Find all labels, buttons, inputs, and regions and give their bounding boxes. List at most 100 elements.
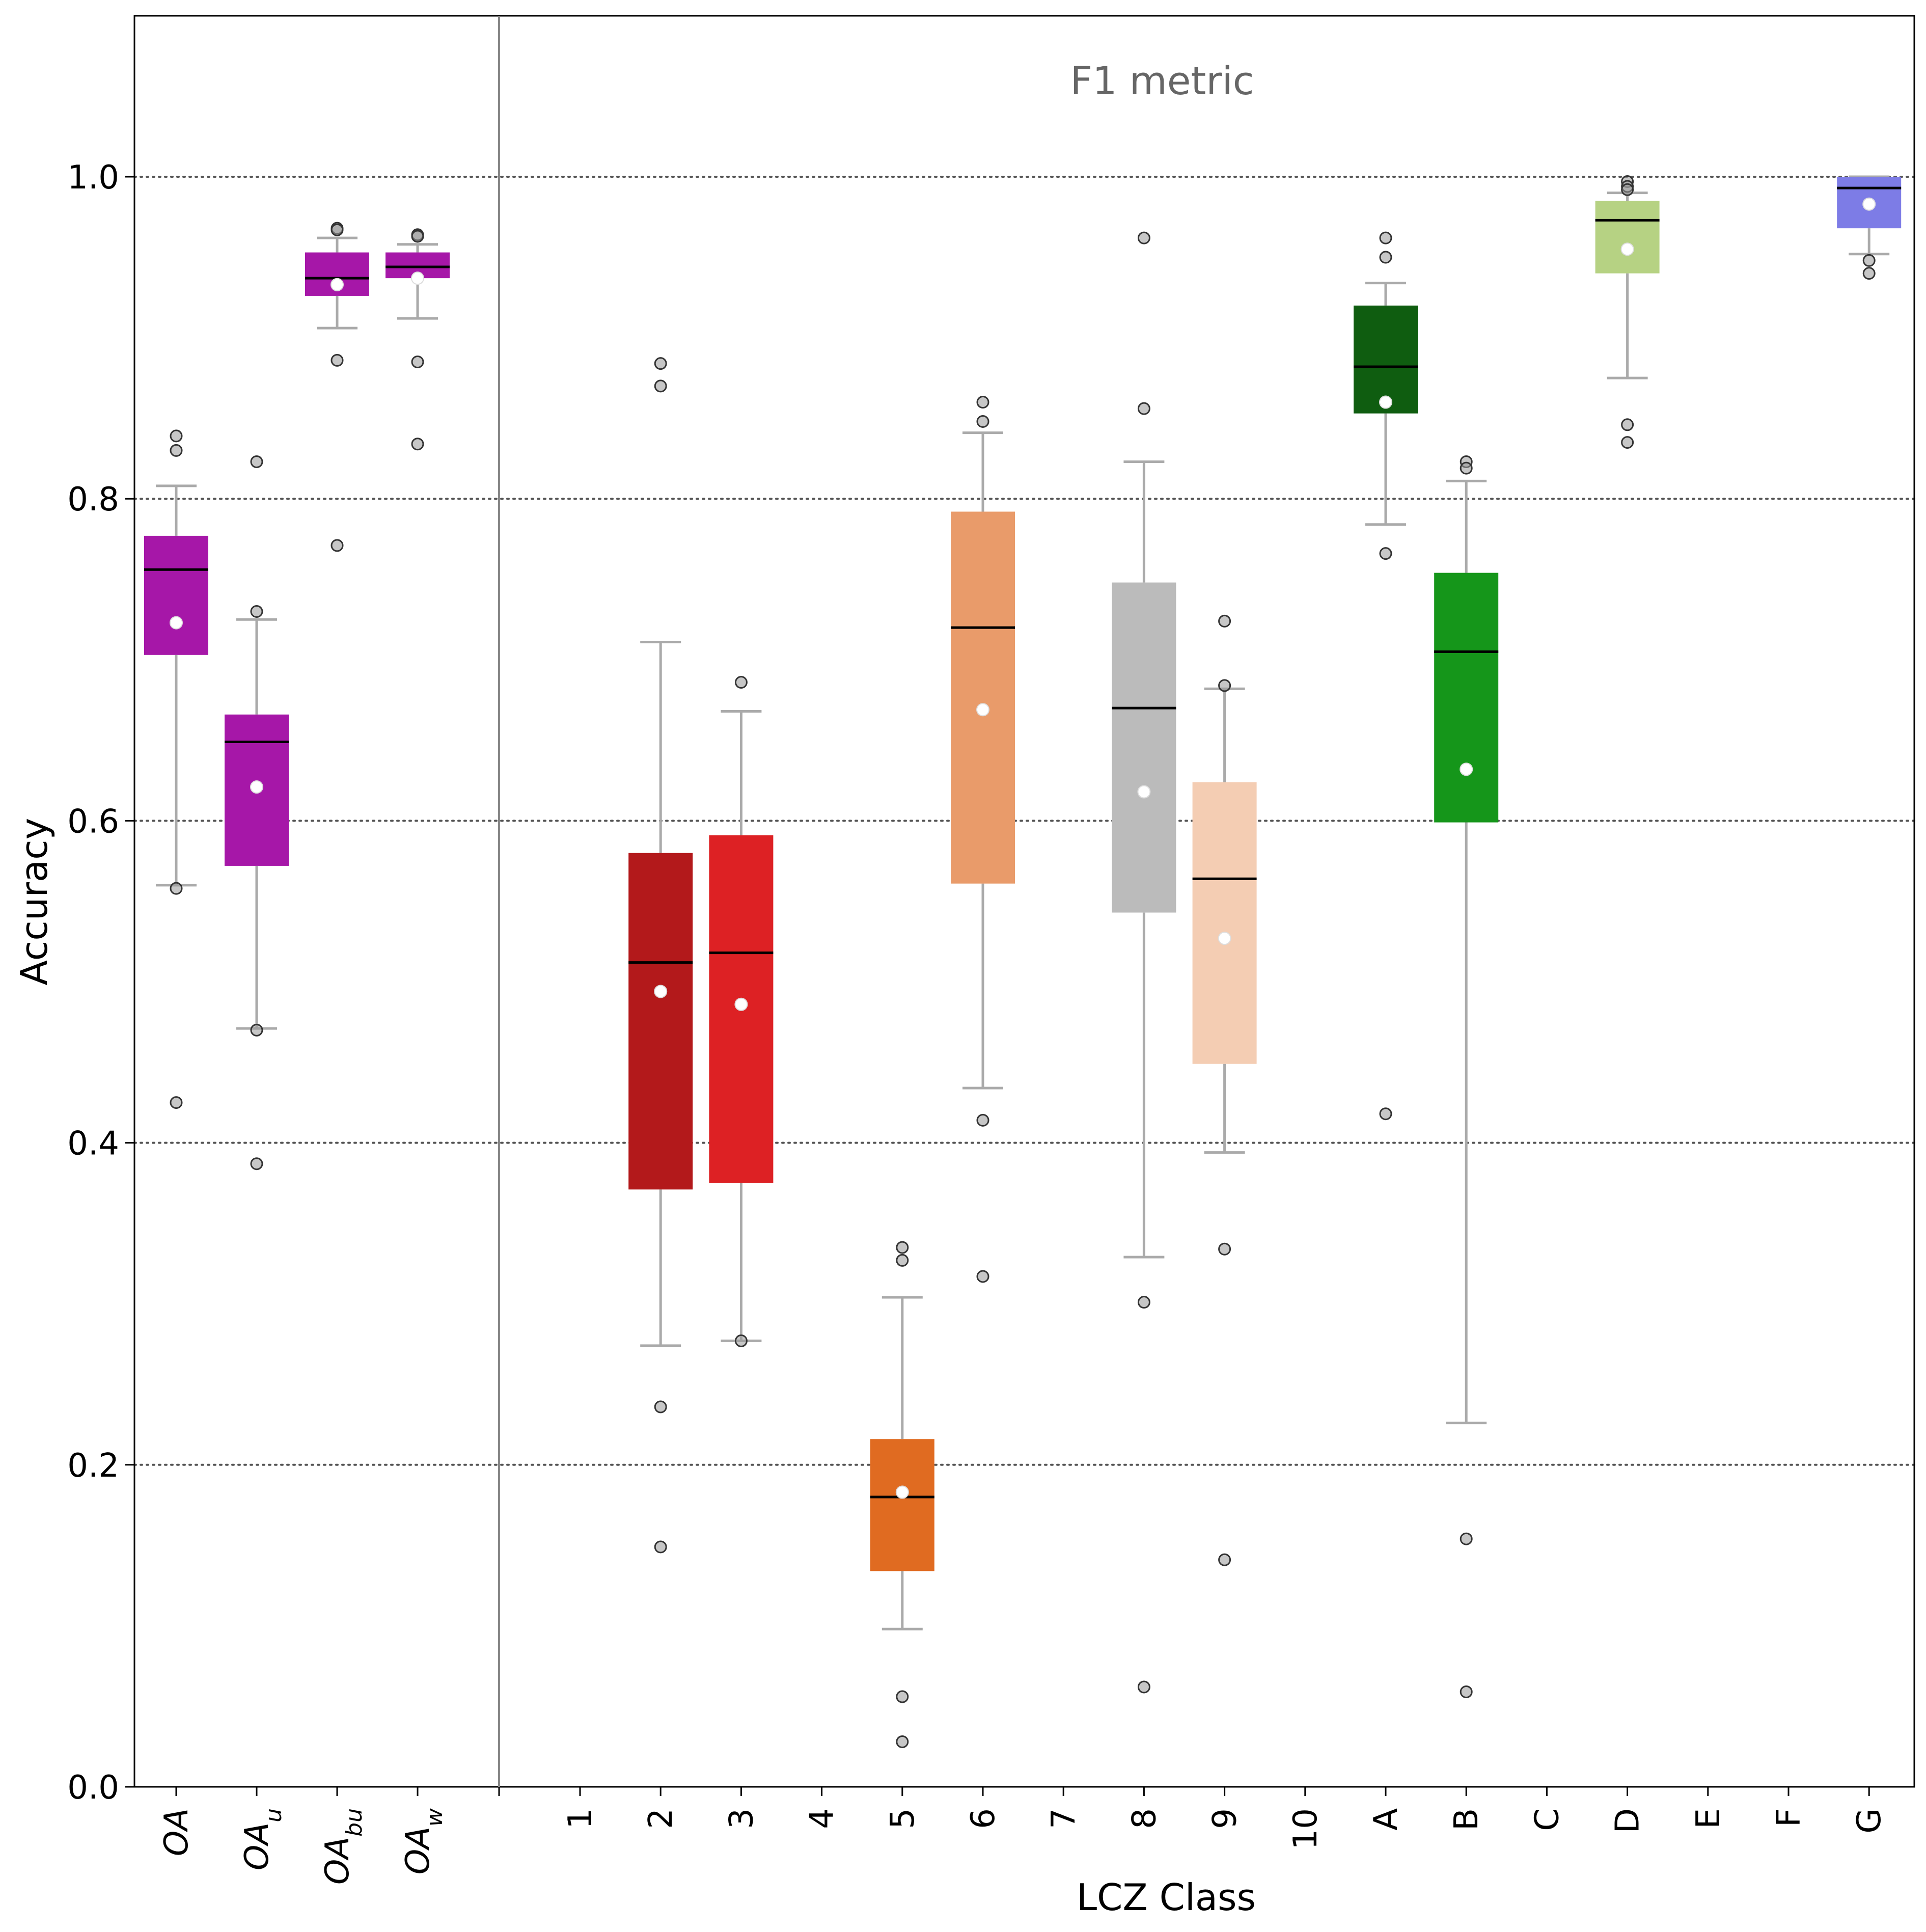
box-G — [1837, 175, 1902, 280]
outlier-point — [896, 1690, 909, 1703]
mean-marker — [1218, 932, 1231, 945]
x-tick-label-OAw: OAw — [399, 1808, 448, 1874]
outlier-point — [654, 1540, 667, 1554]
outlier-point — [170, 444, 183, 457]
x-tick-label-2: 2 — [642, 1808, 680, 1829]
x-tick-label-OAbu: OAbu — [319, 1808, 367, 1885]
box-body — [1354, 305, 1418, 414]
outlier-point — [1379, 547, 1392, 560]
outlier-point — [1379, 1107, 1392, 1121]
outlier-point — [411, 356, 424, 369]
outlier-point — [1460, 1685, 1473, 1699]
mean-marker — [331, 278, 344, 291]
tick-label-base: OA — [238, 1822, 276, 1870]
outlier-point — [1137, 1296, 1150, 1309]
x-tick-label-G: G — [1851, 1808, 1888, 1834]
outlier-point — [1621, 436, 1634, 449]
outlier-point — [331, 223, 344, 236]
outlier-point — [976, 1270, 989, 1283]
mean-marker — [1137, 785, 1151, 799]
x-tick-label-OA: OA — [158, 1808, 196, 1856]
y-tick-label: 0.0 — [67, 1769, 119, 1807]
box-body — [870, 1439, 934, 1571]
box-body — [1192, 782, 1257, 1064]
outlier-point — [331, 539, 344, 552]
x-tick-label-5: 5 — [884, 1808, 922, 1829]
outlier-point — [411, 438, 424, 451]
mean-marker — [170, 616, 183, 630]
outlier-point — [1218, 1242, 1231, 1256]
box-series — [144, 175, 1902, 1748]
outlier-point — [170, 882, 183, 895]
mean-marker — [250, 780, 263, 794]
outlier-point — [1218, 679, 1231, 692]
outlier-point — [170, 429, 183, 443]
outlier-point — [976, 415, 989, 428]
outlier-point — [734, 1334, 748, 1347]
box-OAu — [225, 455, 289, 1171]
outlier-point — [1460, 1532, 1473, 1545]
box-body — [951, 511, 1015, 884]
box-body — [144, 535, 208, 655]
x-tick-label-C: C — [1528, 1808, 1566, 1831]
outlier-point — [654, 357, 667, 370]
box-OAbu — [305, 222, 369, 552]
mean-marker — [1379, 395, 1392, 409]
box-A — [1354, 231, 1418, 1121]
mean-marker — [1460, 763, 1473, 776]
outlier-point — [1137, 231, 1150, 244]
outlier-point — [250, 605, 263, 618]
outlier-point — [1379, 251, 1392, 264]
y-tick-label: 0.2 — [67, 1447, 119, 1485]
x-tick-label-D: D — [1609, 1808, 1647, 1833]
box-3 — [709, 676, 774, 1347]
tick-label-base: OA — [319, 1837, 356, 1885]
outlier-point — [331, 353, 344, 367]
box-body — [1112, 582, 1176, 913]
x-tick-label-E: E — [1690, 1808, 1727, 1829]
tick-label-subscript: bu — [341, 1808, 367, 1837]
mean-marker — [654, 985, 668, 998]
box-body — [628, 853, 693, 1190]
outlier-point — [654, 1400, 667, 1413]
plot-frame — [133, 15, 1915, 1788]
box-6 — [951, 396, 1015, 1283]
y-axis-title: Accuracy — [13, 818, 56, 986]
outlier-point — [1460, 461, 1473, 475]
outlier-point — [976, 396, 989, 409]
outlier-point — [734, 676, 748, 689]
outlier-point — [1218, 1553, 1231, 1566]
outlier-point — [896, 1241, 909, 1254]
box-B — [1434, 455, 1499, 1699]
outlier-point — [1137, 402, 1150, 415]
x-tick-label-9: 9 — [1206, 1808, 1244, 1829]
box-body — [1434, 573, 1499, 823]
outlier-point — [1218, 614, 1231, 628]
outlier-point — [1621, 418, 1634, 431]
outlier-point — [1862, 254, 1876, 267]
x-tick-label-A: A — [1367, 1808, 1405, 1831]
box-OAw — [386, 228, 450, 451]
x-tick-label-4: 4 — [804, 1808, 841, 1829]
x-tick-label-OAu: OAu — [238, 1808, 287, 1870]
outlier-point — [976, 1113, 989, 1127]
box-D — [1595, 175, 1660, 449]
box-5 — [870, 1241, 934, 1748]
tick-label-base: OA — [158, 1808, 196, 1856]
outlier-point — [170, 1096, 183, 1109]
metric-annotation: F1 metric — [1070, 58, 1254, 103]
x-axis-title: LCZ Class — [1077, 1876, 1256, 1919]
mean-marker — [1620, 242, 1634, 256]
outlier-point — [896, 1735, 909, 1748]
outlier-point — [1379, 231, 1392, 244]
x-tick-label-6: 6 — [965, 1808, 1002, 1829]
x-tick-label-8: 8 — [1125, 1808, 1163, 1829]
y-tick-label: 0.4 — [67, 1125, 119, 1163]
outlier-point — [250, 1023, 263, 1037]
x-tick-label-10: 10 — [1287, 1808, 1325, 1849]
outlier-point — [896, 1254, 909, 1267]
box-body — [1595, 201, 1660, 274]
box-2 — [628, 357, 693, 1554]
